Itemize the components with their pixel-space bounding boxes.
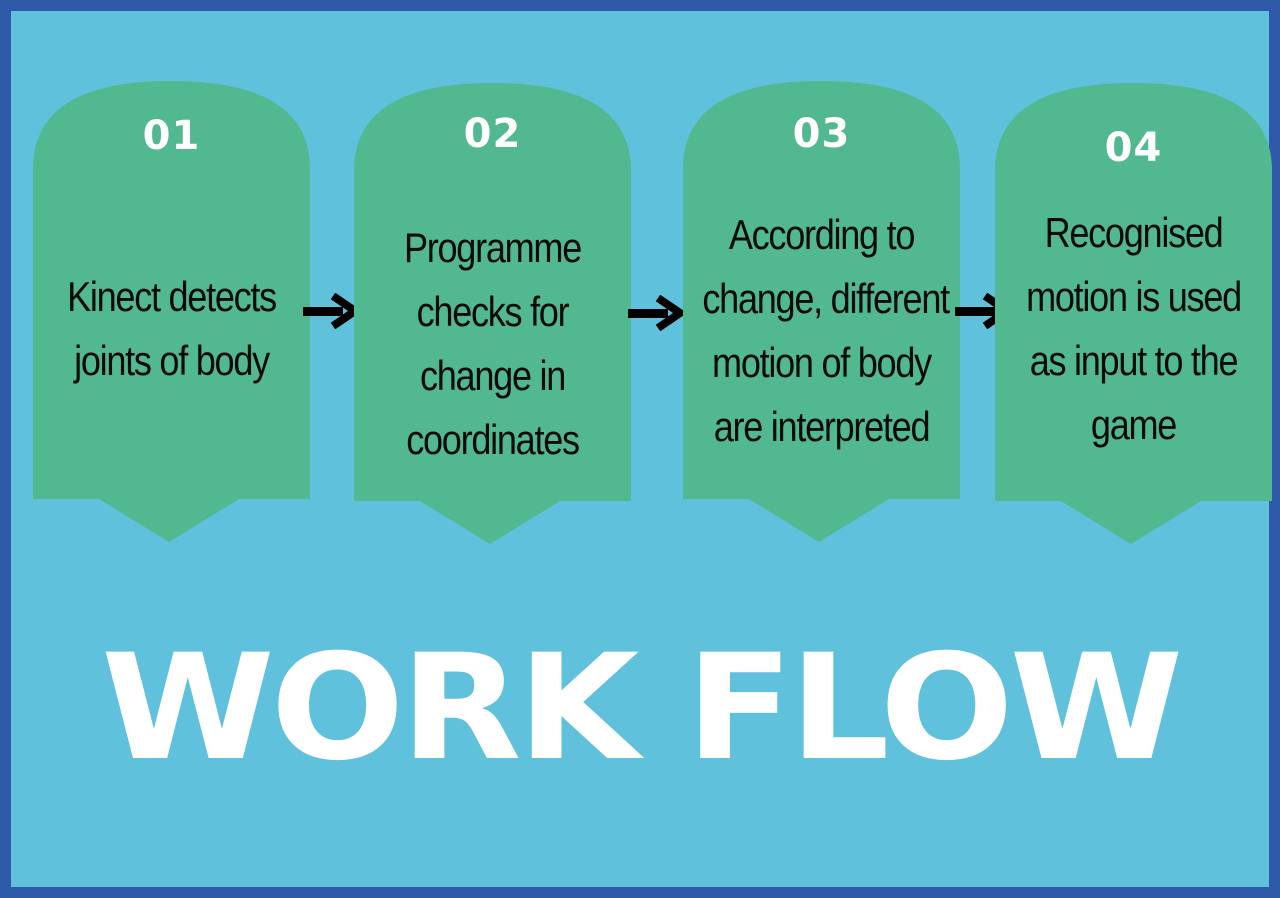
step-shape [33,81,310,542]
step-line: motion of body [712,339,932,386]
step-line: change in [419,352,566,399]
step-line: According to [728,211,916,258]
right-arrow-icon [628,295,688,331]
step-line: as input to the [1029,337,1239,384]
step-line: Kinect detects [67,273,277,320]
step-number: 04 [1104,125,1163,171]
step-number: 01 [142,113,201,159]
step-description: Programme checks for change in coordinat… [380,216,604,472]
step-line: coordinates [406,416,580,463]
step-description: Kinect detects joints of body [59,265,283,393]
step-shape [354,83,631,544]
step-line: Recognised [1044,209,1224,256]
step-card-2: 02 Programme checks for change in coordi… [354,83,631,545]
step-shape [683,81,960,542]
step-shape [995,83,1272,544]
step-line: game [1090,401,1177,448]
step-line: motion is used [1026,273,1242,320]
step-line: joints of body [74,337,270,384]
step-card-4: 04 Recognised motion is used as input to… [995,83,1272,545]
step-line: change, different [702,275,950,322]
step-line: Programme [403,224,582,271]
step-number: 03 [792,111,851,157]
step-description: Recognised motion is used as input to th… [1014,201,1252,457]
step-card-3: 03 According to change, different motion… [683,81,960,543]
step-line: are interpreted [713,403,931,450]
step-description: According to change, different motion of… [702,203,950,459]
workflow-title: WORK FLOW [100,623,1183,793]
step-card-1: 01 Kinect detects joints of body [33,81,310,543]
step-number: 02 [463,111,522,157]
step-line: checks for [416,288,570,335]
